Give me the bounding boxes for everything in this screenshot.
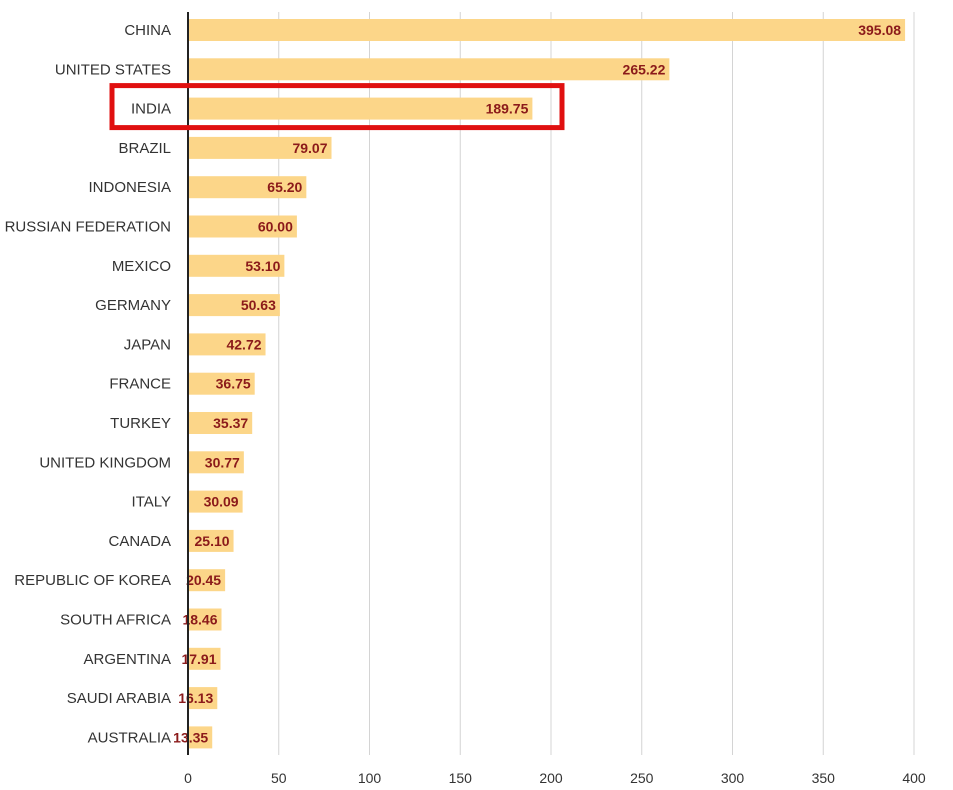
- bar-value-label: 189.75: [486, 101, 529, 117]
- bar: [188, 687, 218, 710]
- bar: [188, 254, 285, 277]
- india-highlight-box: [109, 83, 565, 131]
- bar-value-label: 265.22: [623, 61, 666, 77]
- bar: [188, 19, 906, 41]
- bars: [188, 19, 906, 749]
- category-label: SOUTH AFRICA: [60, 612, 171, 629]
- bar-value-label: 18.46: [182, 612, 217, 628]
- x-tick-label: 0: [184, 770, 192, 786]
- x-tick-label: 350: [812, 770, 836, 786]
- category-label: BRAZIL: [118, 140, 171, 157]
- category-label: ITALY: [132, 494, 171, 511]
- category-label: ARGENTINA: [83, 651, 171, 668]
- bar: [188, 176, 307, 199]
- x-tick-label: 200: [539, 770, 563, 786]
- bar: [188, 333, 266, 356]
- x-tick-label: 400: [902, 770, 926, 786]
- bar: [188, 412, 253, 434]
- bar: [188, 569, 226, 592]
- bar: [188, 529, 234, 552]
- category-label: RUSSIAN FEDERATION: [5, 219, 171, 236]
- bar: [188, 726, 213, 749]
- bar: [188, 215, 297, 238]
- bar-value-label: 79.07: [292, 140, 327, 156]
- x-tick-label: 50: [271, 770, 287, 786]
- category-label: FRANCE: [109, 376, 171, 393]
- bar: [188, 58, 670, 81]
- x-tick-label: 300: [721, 770, 745, 786]
- bar: [188, 97, 533, 120]
- category-label: JAPAN: [124, 336, 171, 353]
- category-label: CHINA: [124, 22, 171, 39]
- x-tick-label: 250: [630, 770, 654, 786]
- category-label: INDONESIA: [88, 179, 171, 196]
- category-labels: CHINA UNITED STATES INDIA BRAZIL INDONESIA RU…: [5, 22, 171, 746]
- bar-value-label: 50.63: [241, 297, 276, 313]
- category-label: GERMANY: [95, 297, 171, 314]
- bar-value-label: 16.13: [178, 690, 213, 706]
- bar-value-label: 36.75: [216, 376, 251, 392]
- bar: [188, 647, 221, 670]
- bar-value-label: 17.91: [181, 651, 216, 667]
- bar-value-label: 60.00: [258, 219, 293, 235]
- bar: [188, 608, 222, 631]
- category-label: TURKEY: [110, 415, 171, 432]
- value-labels: 395.08 265.22 189.75 79.07 65.20 60.00 53.10 50…: [173, 22, 901, 745]
- category-label: UNITED STATES: [55, 61, 171, 78]
- x-tick-labels: 0 50 100 150 200 250 300 350 400: [184, 770, 926, 786]
- category-label: SAUDI ARABIA: [67, 690, 171, 707]
- category-label: CANADA: [108, 533, 171, 550]
- bar-value-label: 53.10: [245, 258, 280, 274]
- category-label: AUSTRALIA: [88, 729, 171, 746]
- x-tick-label: 150: [449, 770, 473, 786]
- bar-value-label: 30.77: [205, 454, 240, 470]
- bar: [188, 294, 280, 317]
- bar-value-label: 65.20: [267, 179, 302, 195]
- bar-value-label: 25.10: [195, 533, 230, 549]
- bar-value-label: 13.35: [173, 729, 208, 745]
- bar-value-label: 30.09: [204, 494, 239, 510]
- bar: [188, 451, 244, 474]
- bar: [188, 136, 332, 159]
- bar-value-label: 35.37: [213, 415, 248, 431]
- category-label: INDIA: [131, 101, 171, 118]
- bar: [188, 490, 243, 513]
- category-label: UNITED KINGDOM: [39, 454, 171, 471]
- bar-value-label: 20.45: [186, 572, 221, 588]
- bar-value-label: 42.72: [226, 336, 261, 352]
- category-label: REPUBLIC OF KOREA: [14, 572, 171, 589]
- bar: [188, 372, 255, 395]
- category-label: MEXICO: [112, 258, 171, 275]
- gridlines: [278, 12, 915, 755]
- bar-value-label: 395.08: [858, 22, 901, 38]
- x-tick-label: 100: [358, 770, 382, 786]
